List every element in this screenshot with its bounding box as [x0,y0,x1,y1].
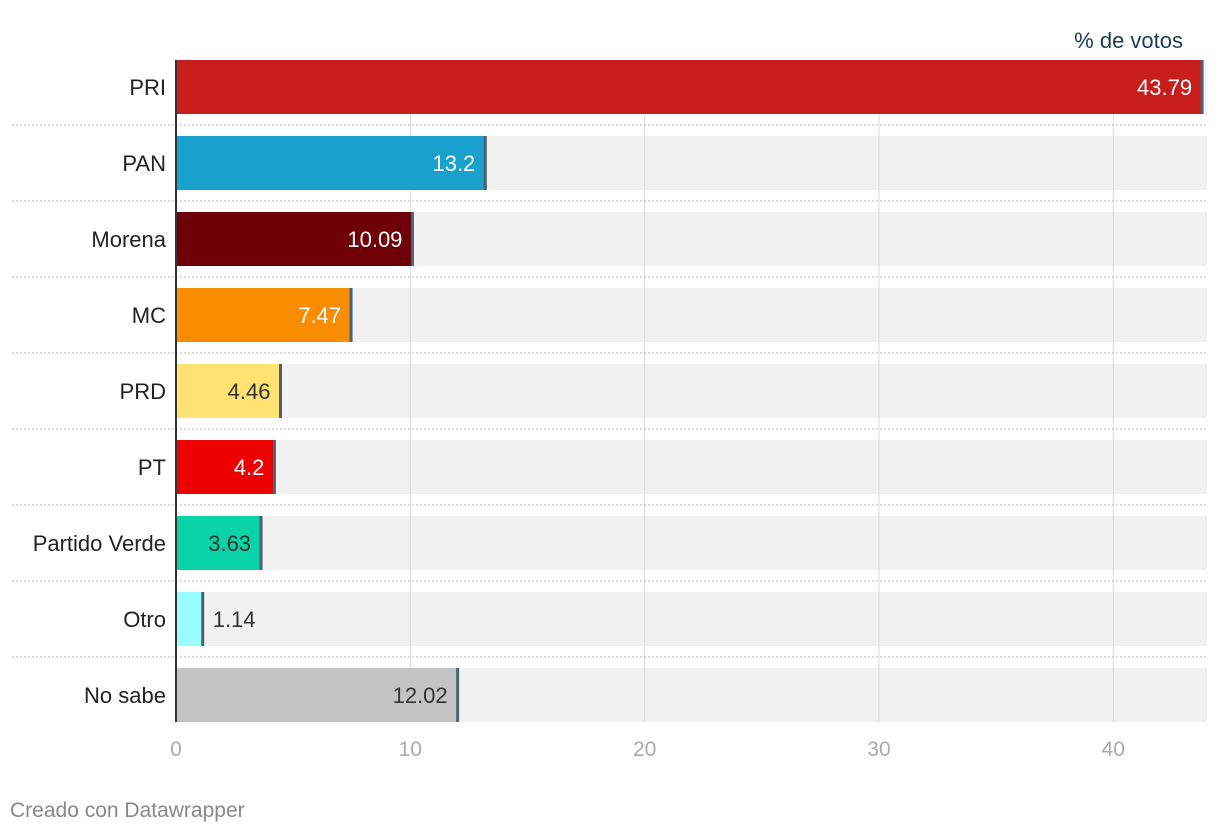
category-label: Morena [91,227,166,252]
bar [176,60,1203,114]
bar-track [176,516,1207,570]
bar-end-marker [279,364,283,418]
bar [176,288,352,342]
x-tick-label: 20 [633,738,656,761]
value-label: 12.02 [393,683,448,708]
bar-track [176,364,1207,418]
bar-end-marker [201,592,205,646]
unit-label: % de votos [1074,28,1183,53]
bar [176,136,486,190]
value-label: 3.63 [208,531,251,556]
bar [176,668,458,722]
bar [176,364,281,418]
category-label: Otro [123,607,166,632]
bar-end-marker [259,516,263,570]
category-label: PAN [122,151,166,176]
bar-track [176,592,1207,646]
bar [176,516,262,570]
bar-track [176,440,1207,494]
category-label: MC [132,303,166,328]
value-label: 1.14 [213,607,256,632]
value-label: 4.46 [228,379,271,404]
value-label: 10.09 [347,227,402,252]
category-label: No sabe [84,683,166,708]
bar [176,212,413,266]
bar-end-marker [483,136,487,190]
bar [176,440,275,494]
x-tick-label: 10 [399,738,422,761]
value-label: 13.2 [432,151,475,176]
bar-end-marker [456,668,460,722]
category-label: PRI [129,75,166,100]
value-label: 4.2 [234,455,265,480]
category-label: PRD [120,379,166,404]
value-label: 43.79 [1137,75,1192,100]
bar [176,592,203,646]
x-tick-label: 40 [1102,738,1125,761]
bar-end-marker [1200,60,1204,114]
bar-end-marker [410,212,414,266]
x-tick-label: 30 [867,738,890,761]
category-label: Partido Verde [33,531,166,556]
x-tick-label: 0 [170,738,182,761]
footer-credit: Creado con Datawrapper [10,799,245,822]
value-label: 7.47 [298,303,341,328]
category-label: PT [138,455,166,480]
bar-end-marker [272,440,276,494]
bar-end-marker [349,288,353,342]
